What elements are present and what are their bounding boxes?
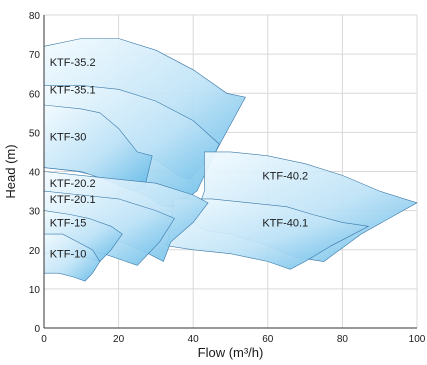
area-ktf-10 (43, 233, 101, 282)
y-tick-label: 50 (29, 128, 41, 139)
y-tick-labels: 0 10 20 30 40 50 60 70 80 (29, 11, 41, 335)
y-axis-title: Head (m) (3, 144, 18, 198)
y-tick-label: 20 (29, 246, 41, 257)
performance-areas (43, 38, 418, 282)
y-tick-label: 60 (29, 89, 41, 100)
area-ktf-40-1 (166, 198, 370, 270)
y-tick-label: 40 (29, 168, 41, 179)
region-labels: KTF-35.2 KTF-35.1 KTF-30 KTF-40.2 KTF-40.1 KT… (50, 57, 308, 261)
region-label: KTF-35.2 (50, 57, 96, 69)
y-tick-label: 0 (34, 324, 40, 335)
y-tick-label: 10 (29, 285, 41, 296)
region-label: KTF-10 (50, 249, 87, 261)
region-label: KTF-20.1 (50, 194, 96, 206)
region-label: KTF-40.1 (262, 217, 308, 229)
x-tick-labels: 0 20 40 60 80 100 (41, 334, 426, 345)
region-label: KTF-40.2 (262, 170, 308, 182)
x-tick-label: 20 (113, 334, 125, 345)
x-tick-label: 100 (409, 334, 426, 345)
region-label: KTF-35.1 (50, 84, 96, 96)
axes (43, 15, 417, 329)
x-axis-title: Flow (m³/h) (198, 345, 264, 360)
x-tick-label: 0 (41, 334, 47, 345)
x-tick-label: 60 (262, 334, 274, 345)
y-tick-label: 30 (29, 207, 41, 218)
y-tick-label: 70 (29, 50, 41, 61)
x-tick-label: 80 (337, 334, 349, 345)
x-tick-label: 40 (188, 334, 200, 345)
region-label: KTF-20.2 (50, 178, 96, 190)
region-label: KTF-30 (50, 131, 87, 143)
region-label: KTF-15 (50, 217, 87, 229)
y-tick-label: 80 (29, 11, 41, 22)
area-ktf-30 (43, 104, 153, 192)
